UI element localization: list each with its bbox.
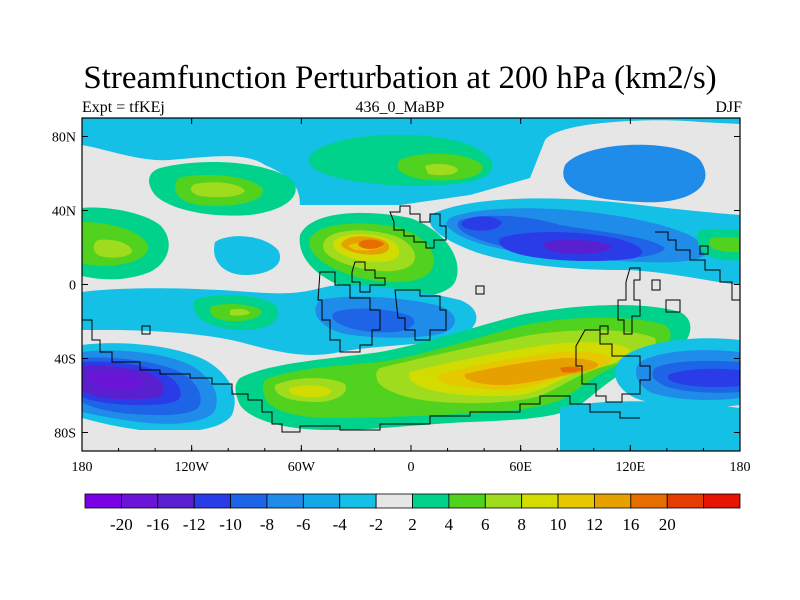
coastline-asia-coast (617, 267, 641, 335)
contour-region (82, 430, 300, 451)
colorbar-label: -20 (110, 515, 133, 534)
x-axis: 180 120W 60W 0 60E 120E 180 (72, 118, 751, 475)
y-axis: 80N 40N 0 40S 80S (52, 131, 740, 442)
colorbar-swatch (630, 493, 668, 509)
contour-region (425, 163, 458, 176)
y-tick-label: 80N (52, 131, 76, 146)
colorbar: -20 -16 -12 -10 -8 -6 -4 -2 2 4 6 8 10 12 16 20 (84, 493, 741, 534)
contour-region (358, 239, 384, 249)
x-tick-label: 180 (730, 460, 751, 475)
colorbar-label: 2 (408, 515, 417, 534)
colorbar-swatch (557, 493, 595, 509)
coastline-south-america (317, 271, 381, 353)
contour-region (560, 401, 740, 451)
colorbar-swatch (266, 493, 304, 509)
colorbar-swatch (521, 493, 559, 509)
contour-region (667, 368, 740, 388)
colorbar-label: 4 (445, 515, 454, 534)
experiment-label: Expt = tfKEj (82, 99, 165, 116)
contour-region (214, 236, 281, 275)
contour-region (560, 366, 582, 373)
colorbar-label: -8 (260, 515, 274, 534)
contour-region (708, 237, 740, 253)
colorbar-label: 6 (481, 515, 490, 534)
colorbar-label: -10 (219, 515, 242, 534)
y-tick-label: 40S (54, 353, 76, 368)
colorbar-swatch (448, 493, 486, 509)
coastline-africa (394, 289, 447, 341)
colorbar-swatch (703, 493, 741, 509)
colorbar-swatch (412, 493, 450, 509)
colorbar-swatch (157, 493, 195, 509)
coastline-antarctica (82, 319, 640, 433)
contour-region (288, 385, 332, 398)
contour-region (461, 216, 502, 231)
x-tick-label: 60E (509, 460, 532, 475)
colorbar-swatch (84, 493, 122, 509)
season-label: DJF (715, 99, 742, 116)
colorbar-swatch (302, 493, 341, 509)
colorbar-label: -6 (296, 515, 310, 534)
contour-region (332, 308, 415, 333)
colorbar-label: 8 (517, 515, 526, 534)
colorbar-swatch (120, 493, 159, 509)
y-tick-label: 40N (52, 205, 76, 220)
colorbar-swatch (666, 493, 705, 509)
colorbar-swatch (193, 493, 231, 509)
y-tick-label: 80S (54, 427, 76, 442)
contour-region (190, 182, 245, 198)
coastline-caribbean (351, 261, 386, 293)
x-tick-label: 60W (288, 460, 316, 475)
case-label: 436_0_MaBP (355, 99, 445, 116)
map-panel (81, 117, 741, 452)
colorbar-label: 20 (659, 515, 676, 534)
colorbar-label: -16 (146, 515, 169, 534)
x-tick-label: 120E (616, 460, 646, 475)
colorbar-swatch (594, 493, 632, 509)
colorbar-swatch (375, 493, 413, 509)
coastlines (82, 205, 740, 433)
colorbar-swatch (230, 493, 268, 509)
colorbar-label: -12 (183, 515, 206, 534)
coastline-small-islands (141, 245, 709, 335)
coastline-north-america (389, 205, 447, 249)
coastline-australia (575, 329, 651, 403)
contour-region (543, 239, 612, 255)
contour-region (230, 309, 250, 316)
contour-region (93, 239, 132, 258)
colorbar-label: -4 (333, 515, 348, 534)
colorbar-label: 16 (622, 515, 639, 534)
y-tick-label: 0 (69, 279, 76, 294)
colorbar-label: -2 (369, 515, 383, 534)
colorbar-label: 12 (586, 515, 603, 534)
plot-title: Streamfunction Perturbation at 200 hPa (… (83, 60, 717, 96)
x-tick-label: 0 (408, 460, 415, 475)
x-tick-label: 120W (175, 460, 210, 475)
contour-region (464, 358, 599, 386)
contour-region (563, 144, 706, 203)
colorbar-swatch (339, 493, 377, 509)
colorbar-label: 10 (550, 515, 567, 534)
contour-fill (82, 118, 740, 451)
coastline-maritime (655, 231, 740, 301)
colorbar-swatch (484, 493, 523, 509)
contour-region (88, 371, 144, 390)
x-tick-label: 180 (72, 460, 93, 475)
